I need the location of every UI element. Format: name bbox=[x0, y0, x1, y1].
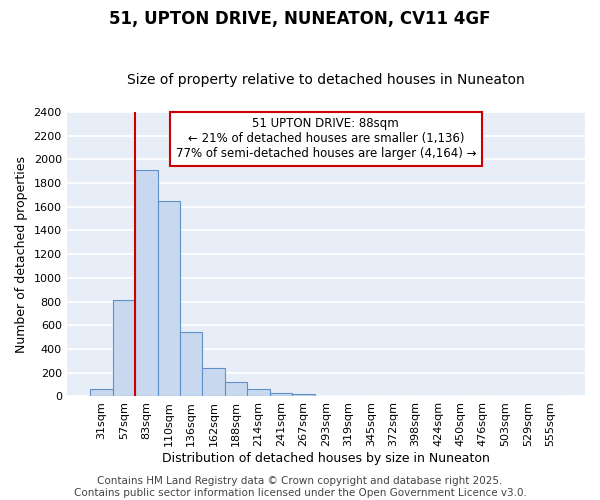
Bar bbox=[113, 300, 135, 396]
Bar bbox=[292, 394, 314, 396]
Text: 51, UPTON DRIVE, NUNEATON, CV11 4GF: 51, UPTON DRIVE, NUNEATON, CV11 4GF bbox=[109, 10, 491, 28]
Text: 51 UPTON DRIVE: 88sqm
← 21% of detached houses are smaller (1,136)
77% of semi-d: 51 UPTON DRIVE: 88sqm ← 21% of detached … bbox=[176, 118, 476, 160]
Y-axis label: Number of detached properties: Number of detached properties bbox=[15, 156, 28, 352]
Bar bbox=[90, 390, 113, 396]
Bar bbox=[135, 170, 158, 396]
Title: Size of property relative to detached houses in Nuneaton: Size of property relative to detached ho… bbox=[127, 73, 525, 87]
Bar bbox=[158, 200, 180, 396]
X-axis label: Distribution of detached houses by size in Nuneaton: Distribution of detached houses by size … bbox=[162, 452, 490, 465]
Bar bbox=[270, 393, 292, 396]
Text: Contains HM Land Registry data © Crown copyright and database right 2025.
Contai: Contains HM Land Registry data © Crown c… bbox=[74, 476, 526, 498]
Bar bbox=[202, 368, 225, 396]
Bar bbox=[225, 382, 247, 396]
Bar bbox=[247, 390, 270, 396]
Bar bbox=[180, 332, 202, 396]
